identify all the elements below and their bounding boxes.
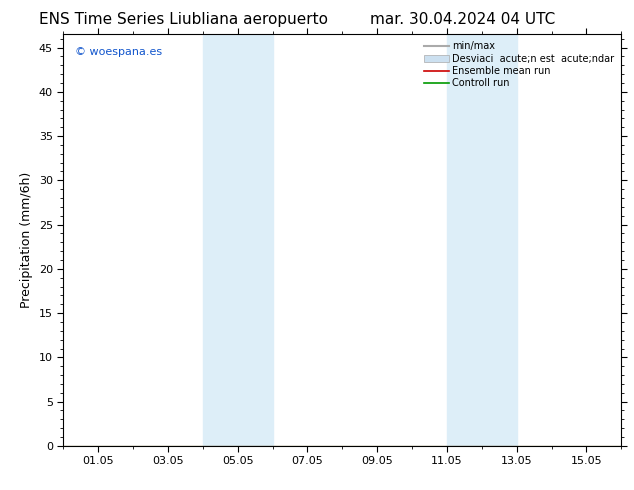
Bar [482, 34, 517, 446]
Legend: min/max, Desviaci  acute;n est  acute;ndar, Ensemble mean run, Controll run: min/max, Desviaci acute;n est acute;ndar… [420, 37, 618, 92]
Bar [447, 34, 482, 446]
Bar [203, 34, 238, 446]
Text: mar. 30.04.2024 04 UTC: mar. 30.04.2024 04 UTC [370, 12, 555, 27]
Text: © woespana.es: © woespana.es [75, 47, 162, 57]
Bar [238, 34, 273, 446]
Y-axis label: Precipitation (mm/6h): Precipitation (mm/6h) [20, 172, 34, 308]
Text: ENS Time Series Liubliana aeropuerto: ENS Time Series Liubliana aeropuerto [39, 12, 328, 27]
